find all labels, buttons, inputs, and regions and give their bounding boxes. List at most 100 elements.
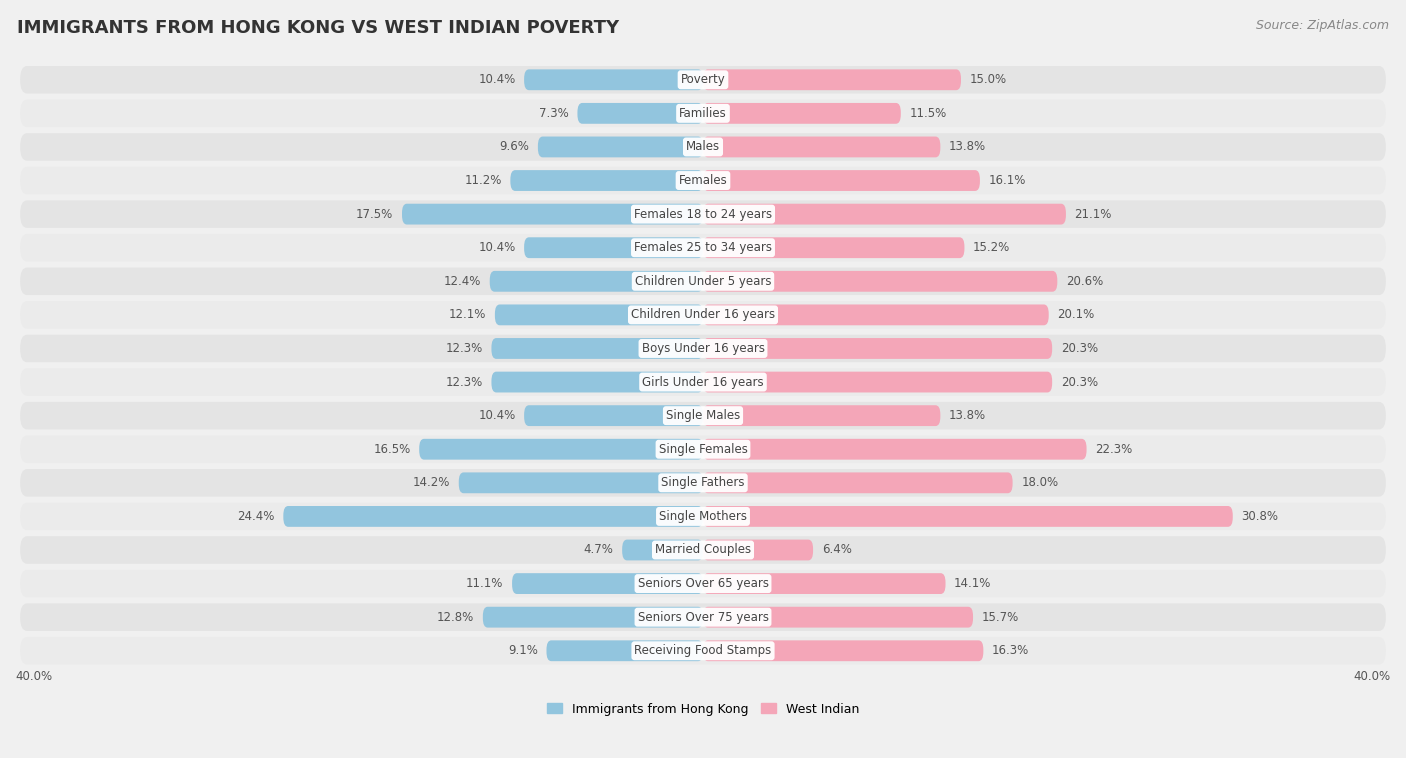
FancyBboxPatch shape xyxy=(703,170,980,191)
Text: 20.6%: 20.6% xyxy=(1066,275,1104,288)
Text: 16.1%: 16.1% xyxy=(988,174,1026,187)
FancyBboxPatch shape xyxy=(703,204,1066,224)
FancyBboxPatch shape xyxy=(20,268,1386,295)
Text: 13.8%: 13.8% xyxy=(949,140,986,153)
Text: 20.3%: 20.3% xyxy=(1060,342,1098,355)
FancyBboxPatch shape xyxy=(703,371,1052,393)
Text: 20.1%: 20.1% xyxy=(1057,309,1094,321)
Text: 7.3%: 7.3% xyxy=(538,107,569,120)
FancyBboxPatch shape xyxy=(703,540,813,560)
FancyBboxPatch shape xyxy=(703,506,1233,527)
Text: Source: ZipAtlas.com: Source: ZipAtlas.com xyxy=(1256,19,1389,32)
Text: Single Females: Single Females xyxy=(658,443,748,456)
FancyBboxPatch shape xyxy=(20,167,1386,194)
FancyBboxPatch shape xyxy=(703,406,941,426)
FancyBboxPatch shape xyxy=(703,472,1012,493)
Text: 17.5%: 17.5% xyxy=(356,208,394,221)
Text: 12.8%: 12.8% xyxy=(437,611,474,624)
Text: 13.8%: 13.8% xyxy=(949,409,986,422)
FancyBboxPatch shape xyxy=(20,503,1386,530)
FancyBboxPatch shape xyxy=(20,234,1386,262)
FancyBboxPatch shape xyxy=(20,435,1386,463)
Text: 40.0%: 40.0% xyxy=(1354,671,1391,684)
FancyBboxPatch shape xyxy=(547,641,703,661)
Text: 15.0%: 15.0% xyxy=(970,74,1007,86)
Text: 14.1%: 14.1% xyxy=(955,577,991,590)
FancyBboxPatch shape xyxy=(703,70,960,90)
FancyBboxPatch shape xyxy=(538,136,703,158)
Text: 11.2%: 11.2% xyxy=(464,174,502,187)
FancyBboxPatch shape xyxy=(510,170,703,191)
FancyBboxPatch shape xyxy=(20,301,1386,329)
Text: Females: Females xyxy=(679,174,727,187)
Text: Children Under 16 years: Children Under 16 years xyxy=(631,309,775,321)
FancyBboxPatch shape xyxy=(20,536,1386,564)
FancyBboxPatch shape xyxy=(419,439,703,459)
Text: IMMIGRANTS FROM HONG KONG VS WEST INDIAN POVERTY: IMMIGRANTS FROM HONG KONG VS WEST INDIAN… xyxy=(17,19,619,37)
Text: 20.3%: 20.3% xyxy=(1060,375,1098,389)
FancyBboxPatch shape xyxy=(20,402,1386,430)
Legend: Immigrants from Hong Kong, West Indian: Immigrants from Hong Kong, West Indian xyxy=(547,703,859,716)
Text: 24.4%: 24.4% xyxy=(238,510,274,523)
FancyBboxPatch shape xyxy=(20,570,1386,597)
FancyBboxPatch shape xyxy=(20,368,1386,396)
FancyBboxPatch shape xyxy=(482,606,703,628)
Text: Married Couples: Married Couples xyxy=(655,543,751,556)
Text: 6.4%: 6.4% xyxy=(821,543,852,556)
Text: Boys Under 16 years: Boys Under 16 years xyxy=(641,342,765,355)
FancyBboxPatch shape xyxy=(578,103,703,124)
FancyBboxPatch shape xyxy=(495,305,703,325)
FancyBboxPatch shape xyxy=(524,237,703,258)
Text: Children Under 5 years: Children Under 5 years xyxy=(634,275,772,288)
FancyBboxPatch shape xyxy=(458,472,703,493)
Text: 22.3%: 22.3% xyxy=(1095,443,1132,456)
FancyBboxPatch shape xyxy=(20,335,1386,362)
FancyBboxPatch shape xyxy=(20,66,1386,93)
Text: Families: Families xyxy=(679,107,727,120)
FancyBboxPatch shape xyxy=(703,237,965,258)
Text: Females 18 to 24 years: Females 18 to 24 years xyxy=(634,208,772,221)
FancyBboxPatch shape xyxy=(20,603,1386,631)
FancyBboxPatch shape xyxy=(492,371,703,393)
Text: 18.0%: 18.0% xyxy=(1021,476,1059,490)
Text: 21.1%: 21.1% xyxy=(1074,208,1112,221)
FancyBboxPatch shape xyxy=(524,406,703,426)
FancyBboxPatch shape xyxy=(20,637,1386,665)
FancyBboxPatch shape xyxy=(284,506,703,527)
FancyBboxPatch shape xyxy=(512,573,703,594)
Text: 10.4%: 10.4% xyxy=(478,74,516,86)
FancyBboxPatch shape xyxy=(703,439,1087,459)
Text: 10.4%: 10.4% xyxy=(478,409,516,422)
FancyBboxPatch shape xyxy=(703,136,941,158)
FancyBboxPatch shape xyxy=(20,200,1386,228)
Text: Females 25 to 34 years: Females 25 to 34 years xyxy=(634,241,772,254)
FancyBboxPatch shape xyxy=(623,540,703,560)
Text: 12.4%: 12.4% xyxy=(444,275,481,288)
Text: Seniors Over 75 years: Seniors Over 75 years xyxy=(637,611,769,624)
Text: Seniors Over 65 years: Seniors Over 65 years xyxy=(637,577,769,590)
Text: 14.2%: 14.2% xyxy=(413,476,450,490)
Text: Single Males: Single Males xyxy=(666,409,740,422)
Text: 11.5%: 11.5% xyxy=(910,107,946,120)
FancyBboxPatch shape xyxy=(20,469,1386,496)
Text: 16.5%: 16.5% xyxy=(374,443,411,456)
Text: 11.1%: 11.1% xyxy=(467,577,503,590)
FancyBboxPatch shape xyxy=(492,338,703,359)
Text: Receiving Food Stamps: Receiving Food Stamps xyxy=(634,644,772,657)
FancyBboxPatch shape xyxy=(703,606,973,628)
Text: Girls Under 16 years: Girls Under 16 years xyxy=(643,375,763,389)
FancyBboxPatch shape xyxy=(703,271,1057,292)
FancyBboxPatch shape xyxy=(703,573,945,594)
FancyBboxPatch shape xyxy=(20,133,1386,161)
Text: 12.3%: 12.3% xyxy=(446,342,482,355)
FancyBboxPatch shape xyxy=(703,338,1052,359)
Text: Single Fathers: Single Fathers xyxy=(661,476,745,490)
FancyBboxPatch shape xyxy=(402,204,703,224)
Text: Males: Males xyxy=(686,140,720,153)
Text: 12.1%: 12.1% xyxy=(449,309,486,321)
FancyBboxPatch shape xyxy=(524,70,703,90)
Text: 9.1%: 9.1% xyxy=(508,644,538,657)
Text: 9.6%: 9.6% xyxy=(499,140,529,153)
Text: 40.0%: 40.0% xyxy=(15,671,52,684)
Text: 30.8%: 30.8% xyxy=(1241,510,1278,523)
